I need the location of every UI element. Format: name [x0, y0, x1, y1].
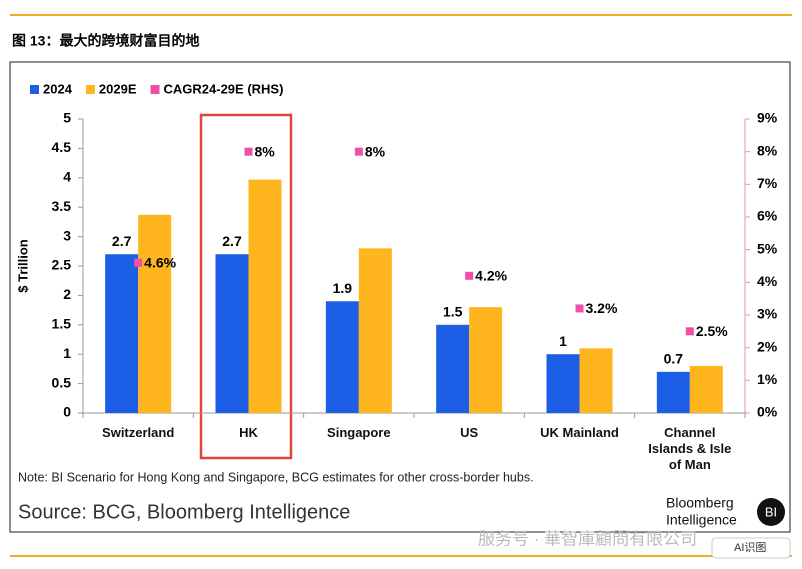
y2-tick-label: 3% — [757, 306, 778, 322]
data-label: 2.5% — [696, 323, 728, 339]
y2-tick-label: 8% — [757, 142, 778, 158]
x-tick-label: Channel Islands & Isle of Man — [648, 425, 732, 472]
data-label: 4.2% — [475, 268, 507, 284]
data-label: 3.2% — [586, 300, 618, 316]
note: Note: BI Scenario for Hong Kong and Sing… — [18, 470, 534, 484]
y-tick-label: 3 — [63, 227, 71, 243]
point — [244, 147, 253, 156]
logo-badge-text: BI — [765, 504, 777, 519]
legend-label: 2024 — [43, 81, 73, 96]
bar — [138, 214, 172, 413]
y-tick-label: 5 — [63, 110, 71, 126]
point — [575, 304, 584, 313]
point — [354, 147, 363, 156]
y2-tick-label: 1% — [757, 371, 778, 387]
bar — [469, 307, 503, 413]
bar — [436, 324, 470, 413]
data-label: 2.7 — [222, 233, 242, 249]
bar — [215, 254, 249, 413]
bar — [689, 365, 723, 413]
y-tick-label: 2.5 — [52, 257, 72, 273]
legend-swatch — [85, 85, 95, 94]
y2-tick-label: 9% — [757, 110, 778, 126]
y2-tick-label: 6% — [757, 208, 778, 224]
y-tick-label: 4.5 — [52, 139, 72, 155]
data-label: 1.5 — [443, 304, 463, 320]
x-tick-label: UK Mainland — [540, 425, 619, 440]
y2-tick-label: 7% — [757, 175, 778, 191]
x-tick-label: Singapore — [327, 425, 391, 440]
logo-line: Bloomberg — [666, 495, 734, 511]
bar — [248, 179, 282, 413]
bar — [656, 371, 690, 413]
x-tick-label: Switzerland — [102, 425, 175, 440]
data-label: 4.6% — [144, 254, 176, 270]
y-tick-label: 1.5 — [52, 316, 72, 332]
x-tick-label: US — [460, 425, 479, 440]
chart-frame — [9, 61, 791, 533]
watermark: 服务号 · 華智庫顧問有限公司 — [478, 529, 697, 548]
y2-tick-label: 0% — [757, 404, 778, 420]
point — [465, 271, 474, 280]
legend-label: CAGR24-29E (RHS) — [164, 81, 284, 96]
y2-tick-label: 2% — [757, 338, 778, 354]
legend-swatch — [30, 85, 39, 94]
data-label: 8% — [255, 143, 276, 159]
y-tick-label: 0.5 — [52, 374, 72, 390]
bar — [579, 348, 613, 413]
data-label: 2.7 — [112, 233, 132, 249]
y-tick-label: 0 — [63, 404, 71, 420]
y2-tick-label: 4% — [757, 273, 778, 289]
legend-swatch — [150, 85, 160, 94]
legend-label: 2029E — [99, 81, 137, 96]
ai-button-text[interactable]: AI识图 — [734, 541, 766, 554]
point — [685, 327, 694, 336]
bar — [105, 254, 139, 413]
highlight-box — [199, 113, 293, 460]
y-axis-label: $ Trillion — [15, 239, 30, 293]
data-label: 0.7 — [664, 351, 684, 367]
logo-line: Intelligence — [666, 512, 737, 528]
y-tick-label: 1 — [63, 345, 71, 361]
x-tick-label: HK — [239, 425, 258, 440]
data-label: 1 — [559, 333, 567, 349]
point — [134, 258, 143, 267]
y-tick-label: 4 — [63, 169, 71, 185]
figure-title: 图 13：最大的跨境财富目的地 — [12, 33, 199, 49]
y-tick-label: 2 — [63, 286, 71, 302]
y-tick-label: 3.5 — [52, 198, 72, 214]
data-label: 1.9 — [333, 280, 353, 296]
bar — [358, 248, 392, 413]
logo-badge — [757, 498, 785, 526]
source: Source: BCG, Bloomberg Intelligence — [18, 501, 350, 523]
bar — [546, 354, 580, 413]
y2-tick-label: 5% — [757, 240, 778, 256]
bar — [325, 301, 359, 413]
data-label: 8% — [365, 143, 386, 159]
ai-button[interactable] — [711, 537, 791, 559]
